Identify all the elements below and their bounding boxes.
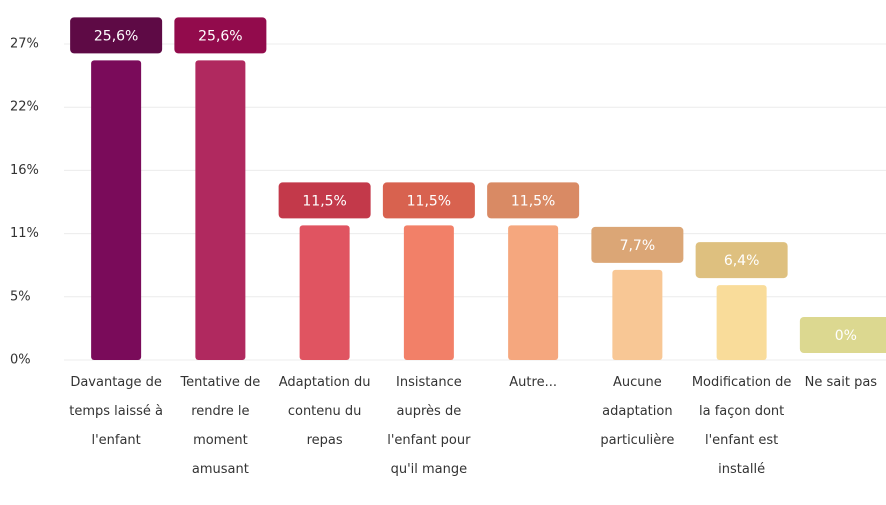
x-tick-label: Aucune adaptation particulière (600, 375, 675, 448)
bar (716, 285, 767, 360)
y-tick-label: 11% (10, 226, 39, 241)
value-label: 11,5% (511, 193, 555, 209)
value-label-box (799, 317, 886, 353)
x-tick-label: Adaptation du contenu du repas (278, 375, 371, 448)
value-label-box (382, 182, 475, 219)
value-label: 11,5% (407, 193, 451, 209)
x-tick-label: Davantage de temps laissé à l'enfant (69, 375, 163, 448)
x-tick-label: Autre... (509, 375, 557, 390)
value-label: 0% (835, 328, 857, 344)
value-label-box (174, 17, 267, 54)
bar (612, 269, 663, 360)
value-label: 11,5% (302, 193, 346, 209)
bar (299, 225, 350, 360)
y-tick-label: 22% (10, 100, 39, 115)
y-tick-label: 5% (10, 289, 31, 304)
value-label-box (278, 182, 371, 219)
x-tick-label: Tentative de rendre le moment amusant (180, 375, 261, 477)
value-label: 25,6% (198, 28, 242, 44)
value-label-box (695, 242, 788, 279)
x-tick-label: Modification de la façon dont l'enfant e… (691, 375, 792, 477)
bar (508, 225, 559, 360)
x-tick-label: Ne sait pas (804, 375, 878, 390)
value-label: 6,4% (724, 253, 760, 269)
x-tick-label: Insistance auprès de l'enfant pour qu'il… (387, 375, 471, 477)
y-tick-label: 0% (10, 353, 31, 368)
bar (195, 60, 246, 360)
y-tick-label: 27% (10, 37, 39, 52)
value-label-box (70, 17, 163, 54)
bar (91, 60, 142, 360)
value-label: 25,6% (94, 28, 138, 44)
y-tick-label: 16% (10, 163, 39, 178)
bar (403, 225, 454, 360)
value-label-box (591, 226, 684, 263)
value-label-box (487, 182, 580, 219)
value-label: 7,7% (620, 238, 656, 254)
